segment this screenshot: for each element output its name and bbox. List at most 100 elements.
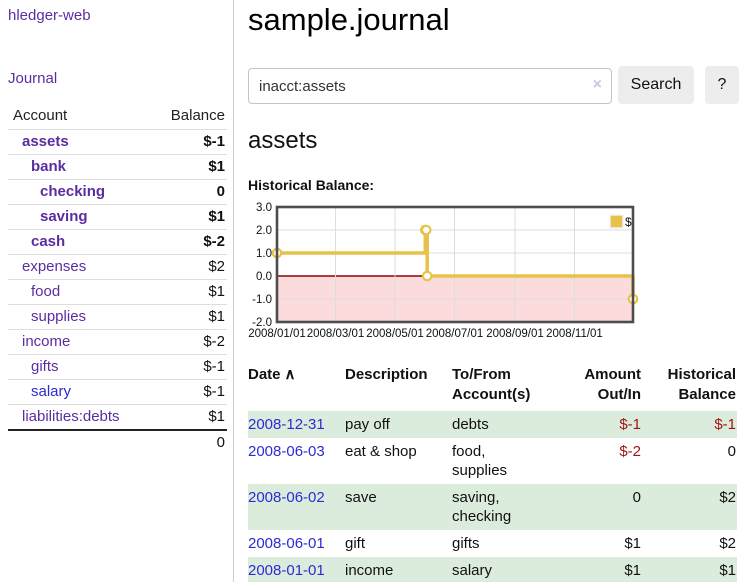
account-balance: $-2: [203, 233, 225, 250]
search-button[interactable]: Search: [618, 66, 694, 104]
register-accounts: gifts: [452, 535, 480, 552]
account-link[interactable]: cash: [31, 233, 66, 250]
account-name-cell: salary: [8, 380, 154, 405]
register-row: 2008-06-02 save saving, checking 0 $2: [248, 484, 737, 530]
account-balance: 0: [216, 183, 225, 200]
plot-border: [275, 205, 635, 324]
header-line1: Amount: [584, 366, 641, 383]
y-tick-label: 0.0: [256, 271, 272, 283]
account-row: income $-2: [8, 329, 227, 355]
transaction-date-link[interactable]: 2008-06-02: [248, 489, 325, 506]
accounts-header-row: Account Balance: [8, 104, 227, 130]
data-point-marker: [421, 270, 433, 282]
header-line1: To/From: [452, 366, 511, 383]
register-row: 2008-01-01 income salary $1 $1: [248, 557, 737, 582]
account-balance: $1: [208, 408, 225, 425]
register-balance: $-1: [714, 416, 736, 433]
search-input[interactable]: [248, 68, 612, 104]
register-table: Date ∧ Description To/From Account(s) Amount O…: [248, 362, 737, 582]
chart-label: Historical Balance:: [248, 177, 375, 193]
register-amount: $1: [624, 562, 641, 579]
account-link[interactable]: salary: [31, 383, 72, 400]
register-accounts: saving, checking: [452, 489, 512, 525]
account-name-cell: supplies: [8, 305, 154, 330]
transaction-date-link[interactable]: 2008-06-03: [248, 443, 325, 460]
register-amount: $-2: [619, 443, 641, 460]
y-tick-label: 2.0: [256, 225, 272, 237]
accounts-table-body: assets $-1 bank $1 checking 0 saving $1 cash $-2 e…: [8, 129, 227, 431]
register-accounts: food, supplies: [452, 443, 508, 479]
accounts-total-row: 0: [8, 430, 227, 455]
account-link[interactable]: income: [22, 333, 71, 350]
register-header-row: Date ∧ Description To/From Account(s) Amount O…: [248, 362, 737, 411]
register-accounts: debts: [452, 416, 489, 433]
account-row: saving $1: [8, 204, 227, 230]
account-link[interactable]: gifts: [31, 358, 59, 375]
account-balance: $1: [208, 208, 225, 225]
accounts-header-balance: Balance: [170, 107, 225, 124]
account-name-cell: cash: [8, 230, 154, 255]
account-link[interactable]: saving: [40, 208, 88, 225]
register-row: 2008-06-01 gift gifts $1 $2: [248, 530, 737, 557]
legend-swatch: [609, 214, 624, 229]
transaction-date-link[interactable]: 2008-06-01: [248, 535, 325, 552]
account-row: expenses $2: [8, 254, 227, 280]
y-tick-label: 1.0: [256, 248, 272, 260]
y-tick-label: -2.0: [252, 317, 272, 329]
app-brand-link[interactable]: hledger-web: [8, 7, 91, 24]
register-description: save: [345, 489, 377, 506]
sidebar-item-journal[interactable]: Journal: [8, 70, 58, 87]
account-row: food $1: [8, 279, 227, 305]
register-accounts: salary: [452, 562, 493, 579]
header-line2: Account(s): [452, 386, 531, 403]
account-row: checking 0: [8, 179, 227, 205]
x-tick-label: 2008/01/01: [248, 328, 306, 340]
account-link[interactable]: expenses: [22, 258, 87, 275]
account-link[interactable]: food: [31, 283, 61, 300]
sort-ascending-icon: ∧: [284, 366, 296, 383]
accounts-table: Account Balance assets $-1 bank $1 checking 0…: [8, 104, 227, 455]
account-link[interactable]: assets: [22, 133, 69, 150]
chart-container: $3.0 2.0 1.0 0.0 -1.0 -2.0 2008/01/01 2008/03/0…: [245, 198, 649, 344]
clear-search-icon[interactable]: ×: [592, 76, 602, 93]
transaction-date-link[interactable]: 2008-12-31: [248, 416, 325, 433]
account-name-cell: expenses: [8, 255, 154, 280]
account-balance: $-1: [203, 358, 225, 375]
account-name-cell: checking: [8, 180, 154, 205]
transaction-date-link[interactable]: 2008-01-01: [248, 562, 325, 579]
account-heading: assets: [248, 127, 318, 154]
x-tick-label: 2008/09/01: [486, 328, 544, 340]
register-balance: $2: [719, 489, 736, 506]
register-description: pay off: [345, 416, 390, 433]
register-amount: 0: [632, 489, 641, 506]
register-row: 2008-12-31 pay off debts $-1 $-1: [248, 411, 737, 438]
help-button[interactable]: ?: [705, 66, 739, 104]
register-description: gift: [345, 535, 366, 552]
register-balance: $2: [719, 535, 736, 552]
account-name-cell: assets: [8, 130, 154, 155]
header-line1: Historical: [667, 366, 736, 383]
register-description: eat & shop: [345, 443, 417, 460]
search-input-wrap: ×: [248, 68, 612, 104]
register-date-cell: 2008-06-03: [248, 438, 345, 484]
account-balance: $-1: [203, 383, 225, 400]
x-tick-label: 2008/05/01: [366, 328, 424, 340]
accounts-total-value: 0: [216, 434, 225, 451]
register-col-header: To/From Account(s): [452, 362, 548, 411]
register-amount: $1: [624, 535, 641, 552]
register-balance: 0: [727, 443, 736, 460]
accounts-total-spacer: [8, 430, 154, 455]
account-name-cell: bank: [8, 155, 154, 180]
account-link[interactable]: checking: [40, 183, 106, 200]
register-amount: $-1: [619, 416, 641, 433]
account-name-cell: food: [8, 280, 154, 305]
account-link[interactable]: supplies: [31, 308, 87, 325]
account-row: supplies $1: [8, 304, 227, 330]
register-col-header[interactable]: Date ∧: [248, 362, 345, 411]
register-date-cell: 2008-12-31: [248, 411, 345, 438]
x-tick-label: 2008/07/01: [426, 328, 484, 340]
account-name-cell: gifts: [8, 355, 154, 380]
account-link[interactable]: liabilities:debts: [22, 408, 120, 425]
account-link[interactable]: bank: [31, 158, 67, 175]
